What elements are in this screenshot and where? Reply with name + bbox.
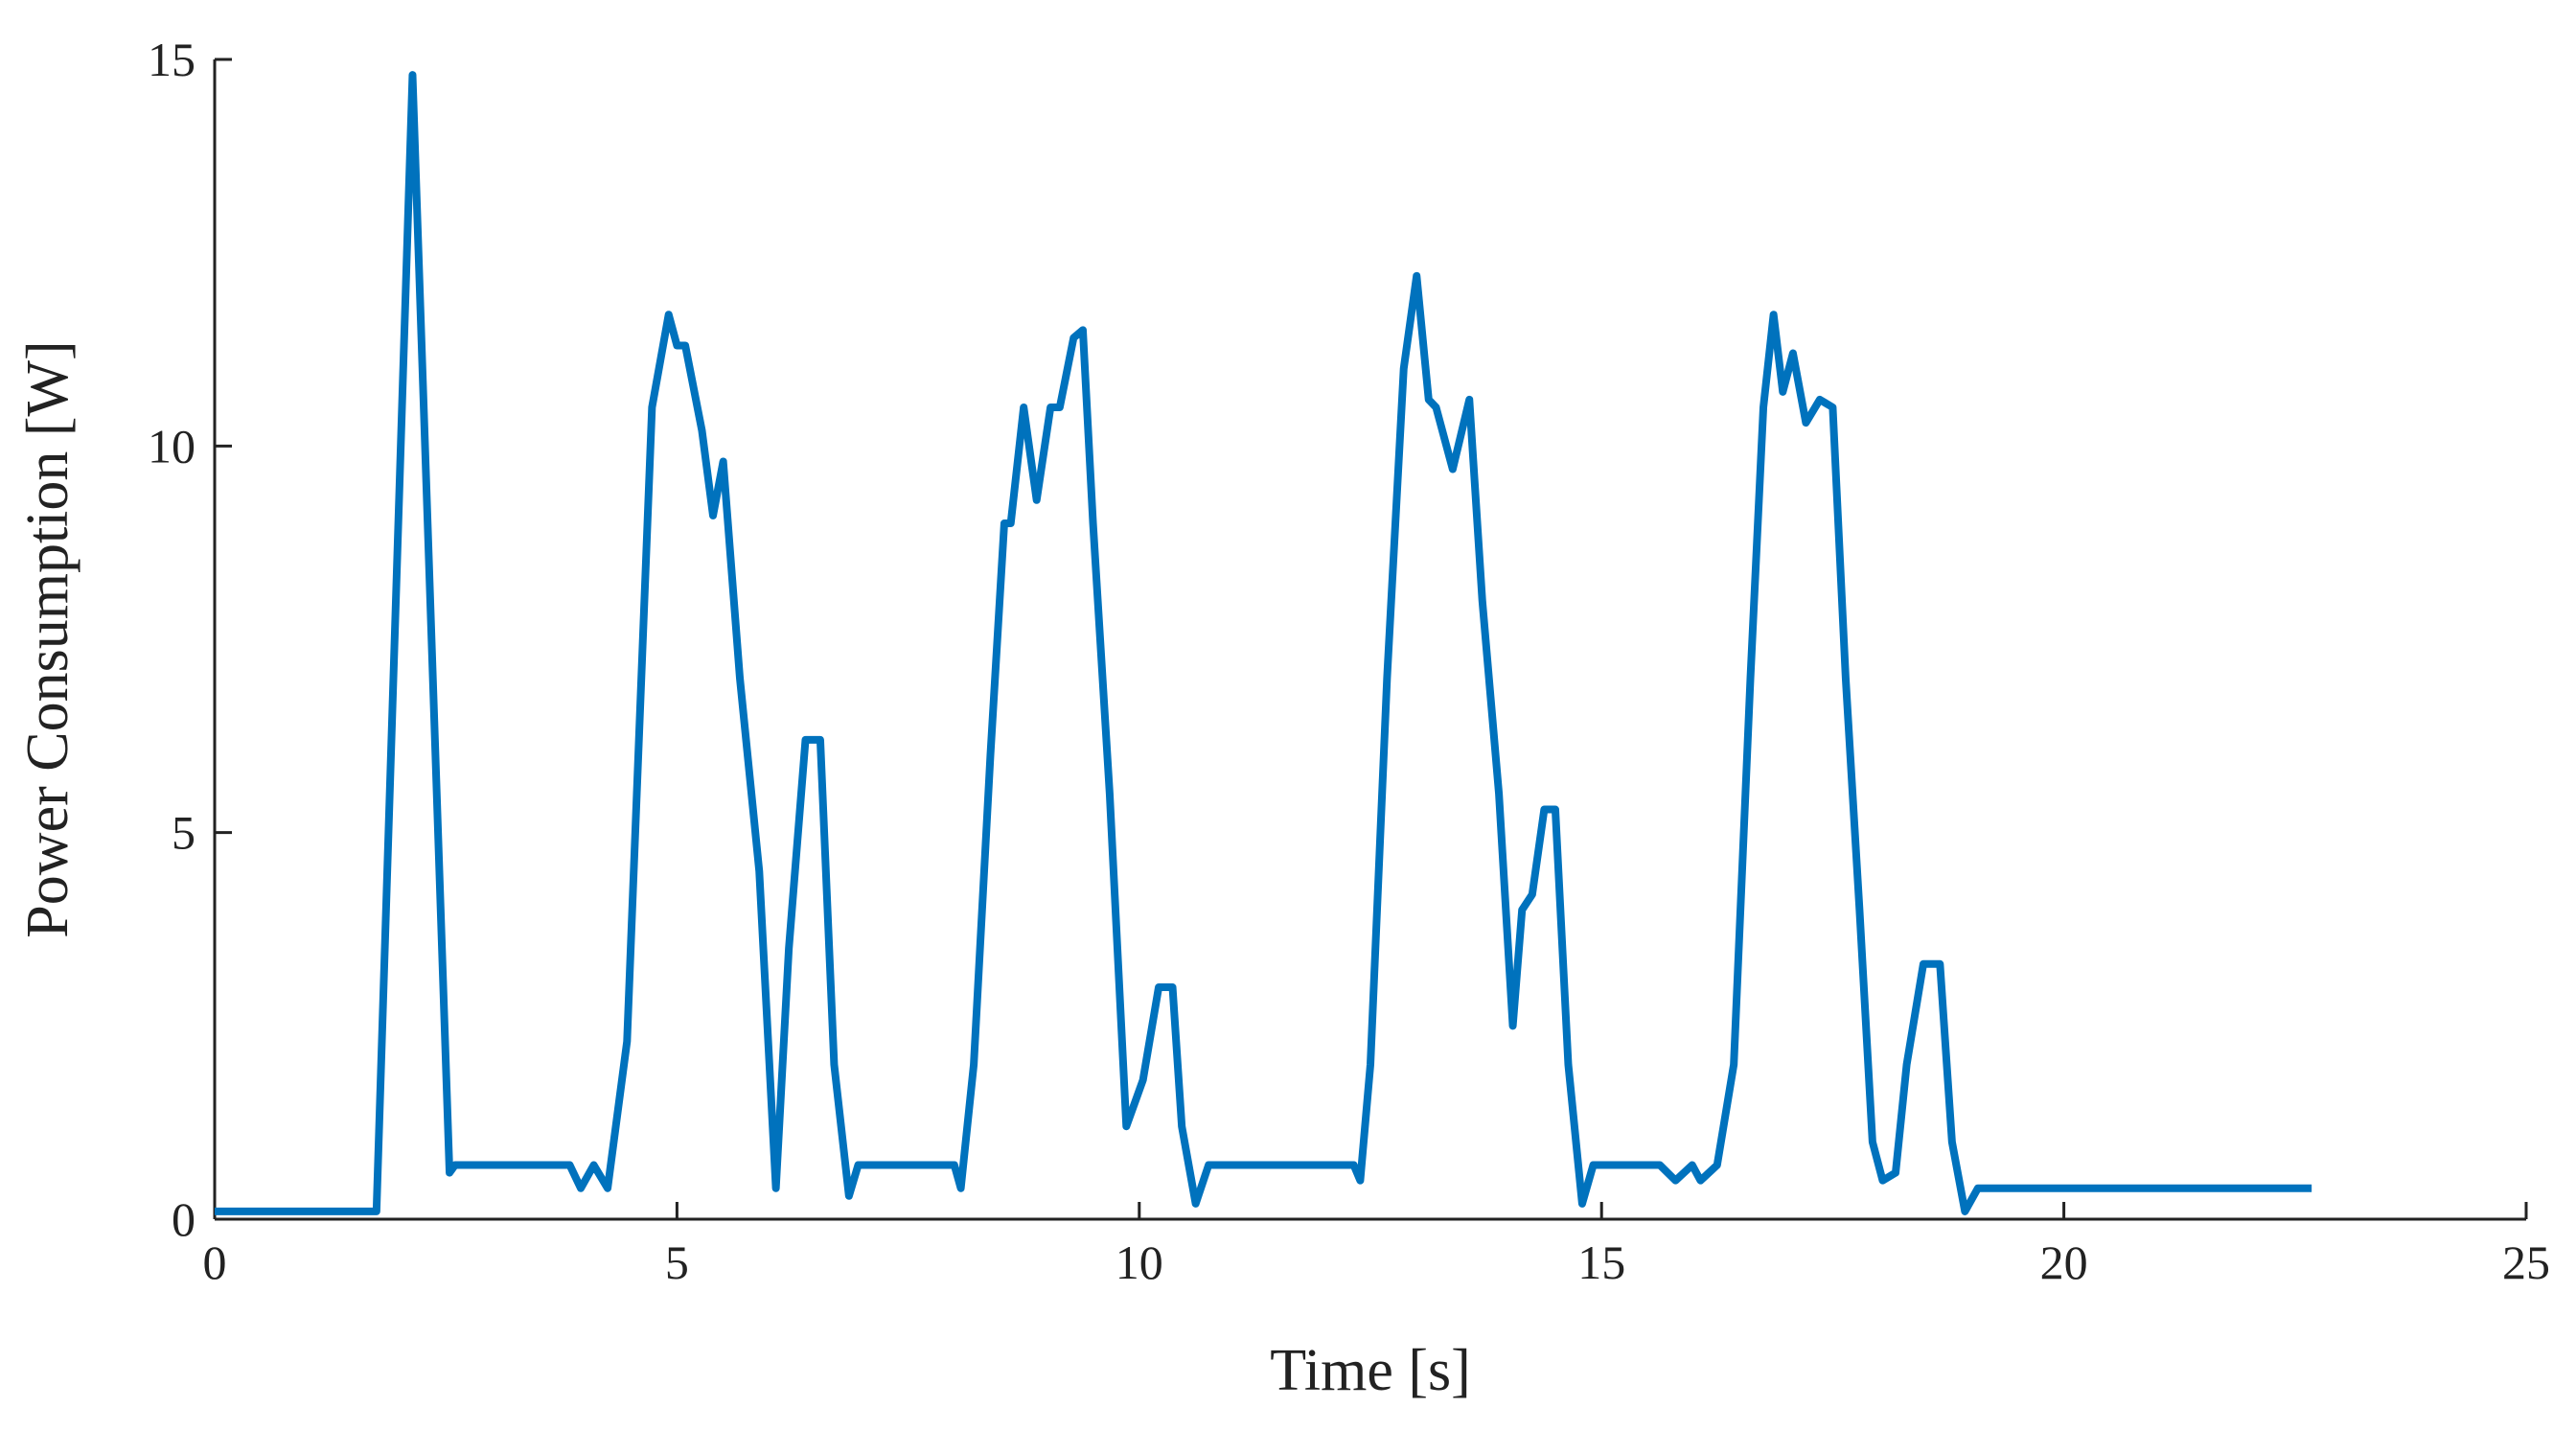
- x-tick-label: 25: [2502, 1235, 2550, 1289]
- x-tick-label: 20: [2040, 1235, 2088, 1289]
- x-axis-label: Time [s]: [1270, 1338, 1471, 1403]
- x-tick-label: 5: [665, 1235, 689, 1289]
- y-tick-label: 15: [148, 33, 196, 86]
- y-axis-label: Power Consumption [W]: [15, 340, 80, 937]
- y-tick-label: 5: [172, 806, 196, 860]
- y-tick-label: 0: [172, 1192, 196, 1246]
- x-tick-label: 0: [203, 1235, 227, 1289]
- y-tick-label: 10: [148, 419, 196, 473]
- x-tick-label: 10: [1116, 1235, 1163, 1289]
- data-line: [215, 71, 2312, 1215]
- x-tick-label: 15: [1577, 1235, 1625, 1289]
